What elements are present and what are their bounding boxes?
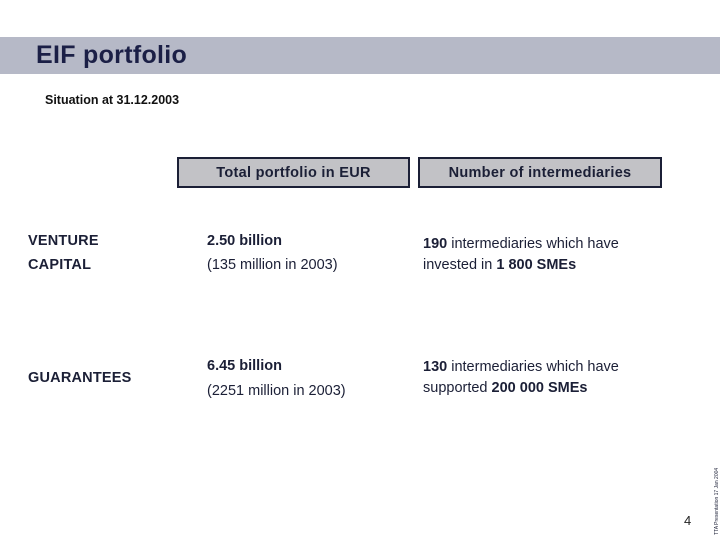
portfolio-cell-guarantees: 6.45 billion (2251 million in 2003) [207,354,346,403]
portfolio-total: 6.45 billion [207,358,282,374]
portfolio-2003: (2251 million in 2003) [207,383,346,399]
portfolio-cell-venture: 2.50 billion (135 million in 2003) [207,229,338,277]
smes-count: 1 800 SMEs [496,257,577,273]
page-number: 4 [684,513,692,528]
intermediaries-count: 190 [423,236,448,252]
smes-count: 200 000 SMEs [491,380,588,396]
intermediaries-text: invested in [423,257,497,273]
footer-vertical-text: TTA Presentation 17 Jan 2004 [714,467,720,535]
intermediaries-cell-venture: 190 intermediaries which have invested i… [423,234,619,276]
row-label-guarantees: GUARANTEES [28,370,132,386]
portfolio-total: 2.50 billion [207,233,282,249]
intermediaries-cell-guarantees: 130 intermediaries which have supported … [423,357,619,399]
portfolio-2003: (135 million in 2003) [207,257,338,273]
intermediaries-text: intermediaries which have [447,236,619,252]
row-label-venture-capital: VENTURE CAPITAL [28,229,99,277]
page-title: EIF portfolio [36,41,188,69]
column-header-intermediaries: Number of intermediaries [418,157,662,188]
situation-date: Situation at 31.12.2003 [45,93,180,107]
row-label-line: VENTURE [28,233,99,249]
intermediaries-count: 130 [423,359,448,375]
row-label-line: CAPITAL [28,257,92,273]
intermediaries-text: supported [423,380,492,396]
column-header-total-portfolio: Total portfolio in EUR [177,157,410,188]
title-bar: EIF portfolio [0,37,720,74]
intermediaries-text: intermediaries which have [447,359,619,375]
